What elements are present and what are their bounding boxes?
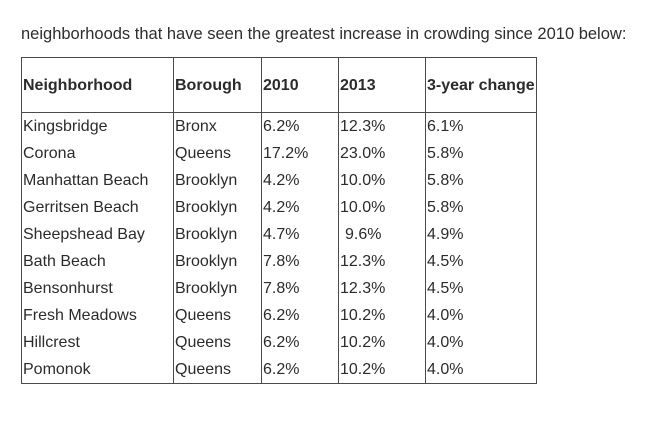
cell-neighborhood: Sheepshead Bay bbox=[21, 221, 174, 248]
header-neighborhood: Neighborhood bbox=[21, 57, 174, 113]
header-borough: Borough bbox=[173, 57, 262, 113]
cell-2013: 12.3% bbox=[338, 112, 426, 140]
cell-borough: Queens bbox=[173, 302, 262, 329]
cell-neighborhood: Hillcrest bbox=[21, 329, 174, 356]
crowding-table: Neighborhood Borough 2010 2013 3-year ch… bbox=[21, 57, 537, 384]
cell-2013: 23.0% bbox=[338, 140, 426, 167]
cell-change: 4.0% bbox=[425, 302, 537, 329]
cell-2010: 7.8% bbox=[261, 248, 339, 275]
cell-2010: 6.2% bbox=[261, 112, 339, 140]
cell-2013: 10.2% bbox=[338, 302, 426, 329]
table-body: Kingsbridge Bronx 6.2% 12.3% 6.1% Corona Queen… bbox=[21, 112, 537, 384]
cell-borough: Queens bbox=[173, 329, 262, 356]
cell-borough: Bronx bbox=[173, 112, 262, 140]
table-row: Manhattan Beach Brooklyn 4.2% 10.0% 5.8% bbox=[21, 167, 537, 194]
table-row: Sheepshead Bay Brooklyn 4.7% 9.6% 4.9% bbox=[21, 221, 537, 248]
cell-change: 5.8% bbox=[425, 194, 537, 221]
cell-2013: 12.3% bbox=[338, 248, 426, 275]
cell-2013: 9.6% bbox=[338, 221, 426, 248]
table-row: Bensonhurst Brooklyn 7.8% 12.3% 4.5% bbox=[21, 275, 537, 302]
cell-2010: 17.2% bbox=[261, 140, 339, 167]
cell-borough: Brooklyn bbox=[173, 221, 262, 248]
table-row: Hillcrest Queens 6.2% 10.2% 4.0% bbox=[21, 329, 537, 356]
cell-neighborhood: Pomonok bbox=[21, 356, 174, 384]
cell-borough: Brooklyn bbox=[173, 248, 262, 275]
cell-change: 4.5% bbox=[425, 248, 537, 275]
cell-change: 4.9% bbox=[425, 221, 537, 248]
cell-neighborhood: Fresh Meadows bbox=[21, 302, 174, 329]
header-2013: 2013 bbox=[338, 57, 426, 113]
cell-borough: Brooklyn bbox=[173, 167, 262, 194]
cell-2010: 4.2% bbox=[261, 194, 339, 221]
cell-2013: 10.0% bbox=[338, 167, 426, 194]
cell-neighborhood: Kingsbridge bbox=[21, 112, 174, 140]
table-row: Corona Queens 17.2% 23.0% 5.8% bbox=[21, 140, 537, 167]
cell-change: 4.5% bbox=[425, 275, 537, 302]
cell-borough: Queens bbox=[173, 140, 262, 167]
cell-borough: Brooklyn bbox=[173, 275, 262, 302]
cell-change: 4.0% bbox=[425, 356, 537, 384]
table-row: Kingsbridge Bronx 6.2% 12.3% 6.1% bbox=[21, 112, 537, 140]
cell-2010: 7.8% bbox=[261, 275, 339, 302]
cell-change: 6.1% bbox=[425, 112, 537, 140]
cell-2010: 6.2% bbox=[261, 302, 339, 329]
cell-neighborhood: Corona bbox=[21, 140, 174, 167]
cell-2010: 4.2% bbox=[261, 167, 339, 194]
cell-2013: 10.2% bbox=[338, 329, 426, 356]
cell-change: 5.8% bbox=[425, 140, 537, 167]
cell-change: 5.8% bbox=[425, 167, 537, 194]
cell-borough: Brooklyn bbox=[173, 194, 262, 221]
intro-text: neighborhoods that have seen the greates… bbox=[21, 24, 627, 43]
cell-2013: 10.2% bbox=[338, 356, 426, 384]
cell-2013: 10.0% bbox=[338, 194, 426, 221]
cell-2010: 4.7% bbox=[261, 221, 339, 248]
table-header: Neighborhood Borough 2010 2013 3-year ch… bbox=[21, 57, 537, 113]
table-row: Fresh Meadows Queens 6.2% 10.2% 4.0% bbox=[21, 302, 537, 329]
table-row: Bath Beach Brooklyn 7.8% 12.3% 4.5% bbox=[21, 248, 537, 275]
cell-2013: 12.3% bbox=[338, 275, 426, 302]
cell-neighborhood: Gerritsen Beach bbox=[21, 194, 174, 221]
header-2010: 2010 bbox=[261, 57, 339, 113]
table-row: Pomonok Queens 6.2% 10.2% 4.0% bbox=[21, 356, 537, 384]
cell-neighborhood: Bensonhurst bbox=[21, 275, 174, 302]
cell-2010: 6.2% bbox=[261, 356, 339, 384]
cell-neighborhood: Bath Beach bbox=[21, 248, 174, 275]
header-change: 3-year change bbox=[425, 57, 537, 113]
cell-neighborhood: Manhattan Beach bbox=[21, 167, 174, 194]
table-row: Gerritsen Beach Brooklyn 4.2% 10.0% 5.8% bbox=[21, 194, 537, 221]
cell-2010: 6.2% bbox=[261, 329, 339, 356]
cell-borough: Queens bbox=[173, 356, 262, 384]
header-row: Neighborhood Borough 2010 2013 3-year ch… bbox=[21, 57, 537, 113]
cell-change: 4.0% bbox=[425, 329, 537, 356]
